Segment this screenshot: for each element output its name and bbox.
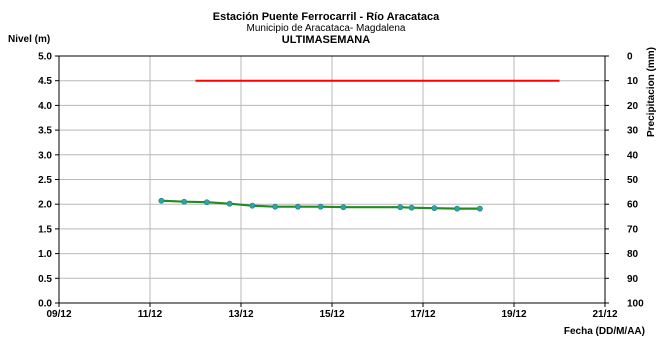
y2-tick-label: 70 bbox=[627, 224, 639, 235]
data-point bbox=[431, 205, 438, 212]
y-tick-label: 0.0 bbox=[38, 299, 52, 310]
y2-tick-label: 100 bbox=[627, 299, 644, 310]
x-tick-label: 17/12 bbox=[410, 309, 435, 320]
data-point bbox=[454, 205, 461, 212]
x-axis-label: Fecha (DD/M/AA) bbox=[564, 326, 645, 337]
chart-title: Estación Puente Ferrocarril - Río Aracat… bbox=[213, 11, 440, 23]
y2-tick-label: 60 bbox=[627, 200, 639, 211]
y2-tick-label: 0 bbox=[627, 52, 633, 63]
y-tick-label: 3.5 bbox=[38, 126, 52, 137]
x-axis-ticks: 09/12 11/12 13/12 15/12 17/12 19/12 21/12 bbox=[46, 303, 618, 320]
x-tick-label: 11/12 bbox=[138, 309, 163, 320]
y-tick-label: 1.0 bbox=[38, 249, 52, 260]
data-point bbox=[249, 202, 256, 209]
data-point bbox=[158, 197, 165, 204]
y-axis-label: Nivel (m) bbox=[8, 34, 50, 45]
x-tick-label: 13/12 bbox=[228, 309, 253, 320]
data-point bbox=[340, 204, 347, 211]
y-tick-label: 4.0 bbox=[38, 101, 52, 112]
y2-tick-label: 40 bbox=[627, 150, 639, 161]
y-tick-label: 3.0 bbox=[38, 150, 52, 161]
y-axis-ticks: 0.0 0.5 1.0 1.5 2.0 2.5 3.0 3.5 4.0 4.5 5.0 bbox=[38, 52, 59, 310]
chart-period: ULTIMASEMANA bbox=[282, 34, 370, 46]
y-tick-label: 0.5 bbox=[38, 274, 52, 285]
y2-tick-label: 80 bbox=[627, 249, 639, 260]
y-tick-label: 4.5 bbox=[38, 76, 52, 87]
chart-subtitle: Municipio de Aracataca- Magdalena bbox=[247, 23, 406, 34]
data-point bbox=[408, 204, 415, 211]
y2-tick-label: 90 bbox=[627, 274, 639, 285]
data-point bbox=[294, 203, 301, 210]
data-point bbox=[226, 200, 233, 207]
series-group bbox=[158, 79, 560, 212]
x-tick-label: 21/12 bbox=[592, 309, 617, 320]
data-point bbox=[397, 204, 404, 211]
x-tick-label: 19/12 bbox=[501, 309, 526, 320]
grid bbox=[59, 56, 605, 303]
x-tick-label: 15/12 bbox=[319, 309, 344, 320]
data-point bbox=[272, 203, 279, 210]
y2-tick-label: 10 bbox=[627, 76, 639, 87]
x-tick-label: 09/12 bbox=[46, 309, 71, 320]
data-point bbox=[317, 203, 324, 210]
y2-tick-label: 50 bbox=[627, 175, 639, 186]
y2-axis-ticks: 0 10 20 30 40 50 60 70 80 90 100 bbox=[605, 52, 644, 310]
data-point bbox=[476, 205, 483, 212]
data-point bbox=[181, 198, 188, 205]
y-tick-label: 1.5 bbox=[38, 224, 52, 235]
y2-tick-label: 30 bbox=[627, 126, 639, 137]
y-tick-label: 5.0 bbox=[38, 52, 52, 63]
y2-axis-label: Precipitacion (mm) bbox=[646, 47, 657, 137]
series-line bbox=[161, 199, 480, 210]
y2-tick-label: 20 bbox=[627, 101, 639, 112]
data-point bbox=[203, 199, 210, 206]
y-tick-label: 2.5 bbox=[38, 175, 52, 186]
y-tick-label: 2.0 bbox=[38, 200, 52, 211]
